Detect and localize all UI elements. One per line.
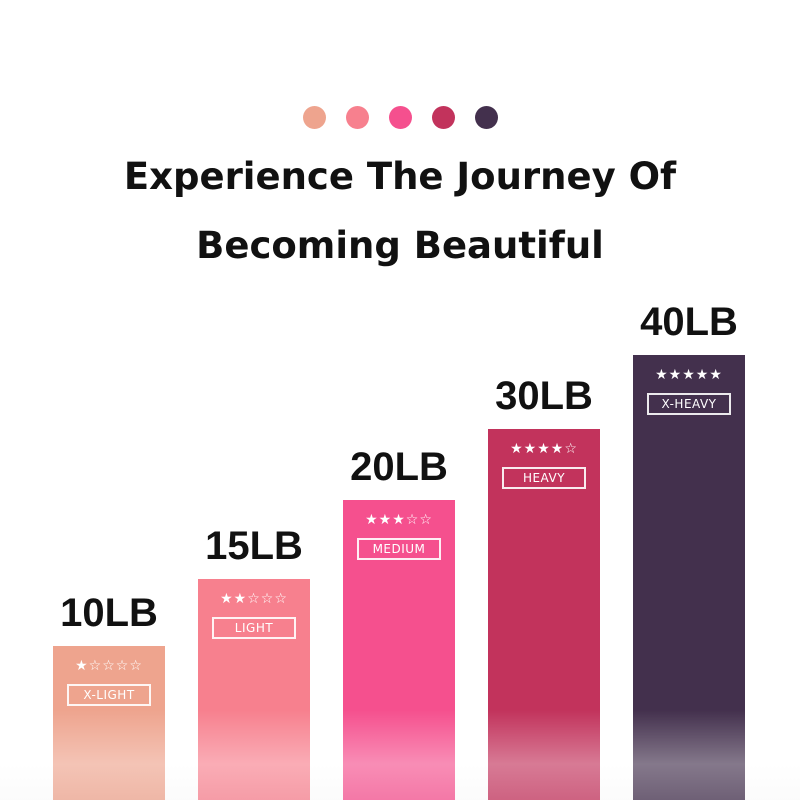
weight-label: 20LB xyxy=(350,445,448,489)
star-rating-icon: ★★★☆☆ xyxy=(365,512,433,528)
title-line-1: Experience The Journey Of xyxy=(123,155,677,198)
level-badge: HEAVY xyxy=(502,467,586,489)
color-dot xyxy=(345,106,369,129)
color-dot xyxy=(302,106,326,129)
level-badge: X-LIGHT xyxy=(67,684,151,706)
band-bar: ★★★☆☆ MEDIUM xyxy=(343,500,455,800)
star-rating-icon: ★★★★☆ xyxy=(510,441,578,457)
band-bar: ★★☆☆☆ LIGHT xyxy=(198,579,310,800)
level-badge: LIGHT xyxy=(212,617,296,639)
band-bar: ★★★★☆ HEAVY xyxy=(488,429,600,800)
weight-label: 30LB xyxy=(495,374,593,418)
title-line-2: Becoming Beautiful xyxy=(196,224,604,267)
star-rating-icon: ★★☆☆☆ xyxy=(220,591,288,607)
band-bar: ★☆☆☆☆ X-LIGHT xyxy=(53,646,165,800)
weight-label: 40LB xyxy=(640,300,738,344)
color-dots xyxy=(0,106,800,129)
color-dot xyxy=(388,106,412,129)
weight-label: 15LB xyxy=(205,524,303,568)
level-badge: MEDIUM xyxy=(357,538,441,560)
star-rating-icon: ★☆☆☆☆ xyxy=(75,658,143,674)
star-rating-icon: ★★★★★ xyxy=(655,367,723,383)
level-badge: X-HEAVY xyxy=(647,393,731,415)
band-bar: ★★★★★ X-HEAVY xyxy=(633,355,745,800)
color-dot xyxy=(474,106,498,129)
weight-label: 10LB xyxy=(60,591,158,635)
color-dot xyxy=(431,106,455,129)
